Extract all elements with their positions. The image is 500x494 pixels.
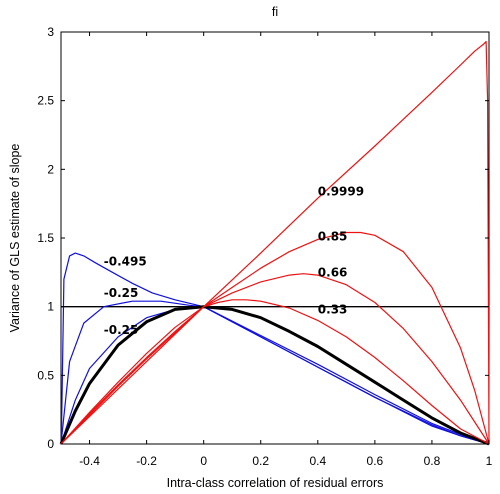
x-tick-label: 1 [486, 454, 493, 468]
y-tick-label: 1 [47, 300, 54, 314]
y-tick-label: 0 [47, 437, 54, 451]
x-tick-label: 0.4 [309, 454, 326, 468]
series-line-4 [60, 299, 490, 445]
y-axis-label: Variance of GLS estimate of slope [8, 144, 22, 333]
curve-label: -0.25 [104, 286, 139, 300]
curve-label: -0.495 [104, 254, 147, 268]
series-line-3 [59, 305, 490, 446]
curve-label: 0.9999 [318, 184, 364, 198]
x-tick-label: 0.8 [424, 454, 441, 468]
curves-group [59, 41, 490, 446]
series-line-7 [60, 41, 490, 445]
curve-label: 0.66 [318, 265, 348, 279]
y-tick-label: 2.5 [37, 94, 54, 108]
x-tick-label: -0.2 [136, 454, 157, 468]
y-tick-label: 2 [47, 162, 54, 176]
x-tick-label: 0.2 [252, 454, 269, 468]
curve-label: -0.25 [104, 323, 139, 337]
y-tick-label: 0.5 [37, 368, 54, 382]
curve-labels-group: -0.495 -0.25 -0.25 0.9999 0.85 0.66 0.33 [104, 184, 364, 337]
series-line-5 [60, 273, 490, 445]
ticks-group: -0.4 -0.2 0 0.2 0.4 0.6 0.8 1 0 0.5 1 1.5 2 2.5 3 [37, 25, 492, 468]
chart-title: fi [272, 5, 278, 19]
curve-label: 0.85 [318, 230, 348, 244]
x-axis-label: Intra-class correlation of residual erro… [167, 476, 384, 490]
series-line-6 [60, 231, 490, 445]
y-tick-label: 3 [47, 25, 54, 39]
x-tick-label: 0 [200, 454, 207, 468]
y-tick-label: 1.5 [37, 231, 54, 245]
series-line-0 [60, 252, 490, 445]
x-tick-label: 0.6 [367, 454, 384, 468]
x-tick-label: -0.4 [79, 454, 100, 468]
curve-label: 0.33 [318, 303, 348, 317]
